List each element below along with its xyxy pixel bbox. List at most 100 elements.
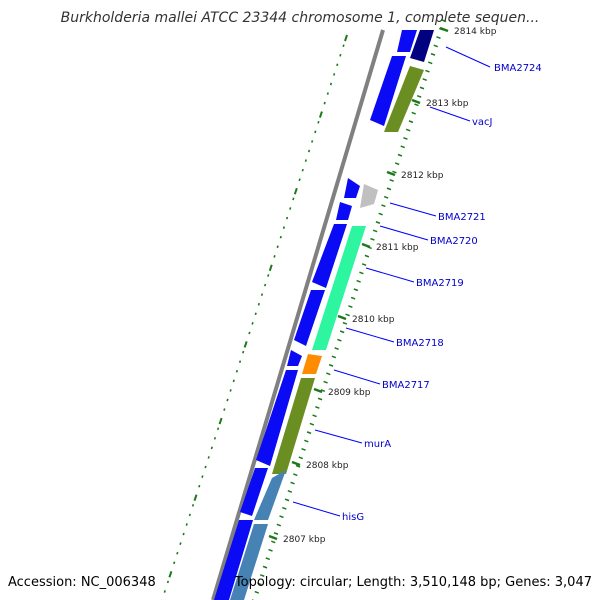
gene-arrow[interactable] bbox=[240, 468, 268, 516]
minor-tick bbox=[408, 120, 414, 124]
ring-dot bbox=[207, 456, 210, 459]
ring-dot bbox=[185, 523, 188, 526]
minor-tick bbox=[378, 212, 383, 216]
gene-label[interactable]: BMA2721 bbox=[438, 212, 486, 223]
minor-tick bbox=[364, 254, 370, 258]
map-title: Burkholderia mallei ATCC 23344 chromosom… bbox=[60, 10, 540, 26]
gene-arrow[interactable] bbox=[312, 226, 366, 350]
major-tick bbox=[313, 387, 323, 394]
major-tick bbox=[268, 534, 278, 541]
minor-tick bbox=[268, 548, 273, 552]
gene-arrow[interactable] bbox=[336, 202, 352, 220]
ring-dot bbox=[173, 561, 176, 565]
ring-dot bbox=[336, 63, 339, 67]
tick-label: 2814 kbp bbox=[454, 27, 497, 37]
tick-label: 2807 kbp bbox=[283, 535, 326, 545]
ring-dot bbox=[218, 417, 223, 425]
gene-arrow[interactable] bbox=[344, 178, 360, 198]
gene-arrow[interactable] bbox=[370, 56, 406, 126]
ring-dot bbox=[210, 446, 213, 450]
gene-label[interactable]: BMA2720 bbox=[430, 236, 478, 247]
gene-arrow[interactable] bbox=[302, 354, 322, 374]
ring-dot bbox=[260, 293, 264, 297]
ring-dot bbox=[204, 465, 207, 469]
ring-dot bbox=[201, 475, 204, 478]
minor-tick bbox=[427, 61, 433, 65]
gene-label[interactable]: vacJ bbox=[472, 117, 493, 128]
gene-arrow[interactable] bbox=[254, 470, 286, 520]
ring-dot bbox=[216, 427, 220, 431]
gene-arrow[interactable] bbox=[214, 520, 253, 600]
minor-tick bbox=[411, 111, 416, 115]
gene-arrow[interactable] bbox=[312, 224, 347, 288]
tick-label: 2808 kbp bbox=[306, 461, 349, 471]
ring-dot bbox=[226, 398, 229, 402]
minor-tick bbox=[350, 296, 356, 300]
ring-dot bbox=[243, 341, 248, 348]
gene-label[interactable]: BMA2719 bbox=[416, 278, 464, 289]
minor-tick bbox=[345, 313, 350, 317]
gene-label[interactable]: BMA2724 bbox=[494, 63, 542, 74]
ring-dot bbox=[304, 159, 307, 162]
ring-dot bbox=[326, 92, 329, 95]
minor-tick bbox=[433, 44, 439, 48]
gene-arrow[interactable] bbox=[360, 184, 378, 208]
ring-dot bbox=[182, 532, 185, 536]
minor-tick bbox=[414, 103, 419, 107]
gene-label[interactable]: murA bbox=[364, 439, 391, 450]
gene-label[interactable]: BMA2718 bbox=[396, 338, 444, 349]
ring-dot bbox=[329, 82, 333, 86]
scale-ticks: 2814 kbp 2813 kbp 2812 kbp 2811 kbp 2810 kbp… bbox=[252, 19, 497, 600]
ring-dot bbox=[235, 369, 239, 373]
minor-tick bbox=[392, 170, 397, 174]
ring-dot bbox=[179, 542, 182, 545]
gene-arrow[interactable] bbox=[410, 30, 434, 62]
ring-dot bbox=[163, 590, 166, 593]
gene-arrow[interactable] bbox=[230, 524, 268, 600]
minor-tick bbox=[259, 574, 265, 577]
gene-label[interactable]: hisG bbox=[342, 512, 364, 523]
minor-tick bbox=[416, 94, 422, 98]
minor-tick bbox=[298, 456, 304, 460]
minor-tick bbox=[304, 439, 309, 443]
gene-arrow[interactable] bbox=[294, 290, 325, 346]
ring-dot bbox=[317, 120, 320, 124]
ring-dot bbox=[238, 360, 242, 364]
minor-tick bbox=[359, 271, 364, 275]
label-leader-line bbox=[345, 327, 395, 343]
gene-arrow[interactable] bbox=[287, 350, 302, 366]
major-tick bbox=[337, 314, 347, 321]
gene-arrow[interactable] bbox=[256, 370, 298, 466]
ring-dot bbox=[268, 264, 273, 272]
major-tick bbox=[361, 242, 371, 249]
label-leader-line bbox=[365, 267, 415, 283]
major-tick bbox=[411, 98, 421, 105]
gene-arrow[interactable] bbox=[384, 66, 424, 132]
minor-tick bbox=[334, 347, 339, 351]
minor-tick bbox=[419, 86, 425, 90]
gene-arrow[interactable] bbox=[272, 378, 315, 474]
major-tick bbox=[386, 170, 396, 177]
minor-tick bbox=[425, 69, 430, 73]
ring-dot bbox=[248, 331, 251, 335]
ring-dot bbox=[339, 53, 342, 57]
minor-tick bbox=[422, 78, 427, 82]
minor-tick bbox=[356, 279, 361, 283]
gene-arrow[interactable] bbox=[397, 30, 417, 52]
minor-tick bbox=[381, 204, 386, 208]
minor-tick bbox=[290, 481, 295, 485]
ring-dot bbox=[307, 149, 311, 153]
minor-tick bbox=[309, 422, 315, 426]
minor-tick bbox=[430, 52, 436, 56]
ring-dot bbox=[229, 389, 232, 392]
minor-tick bbox=[372, 229, 378, 233]
ring-dot bbox=[198, 484, 201, 488]
minor-tick bbox=[254, 590, 260, 594]
ring-dot bbox=[242, 350, 245, 354]
minor-tick bbox=[405, 128, 411, 132]
minor-tick bbox=[262, 565, 268, 569]
gene-label[interactable]: BMA2717 bbox=[382, 380, 430, 391]
ring-dot bbox=[188, 513, 191, 517]
gene-features bbox=[214, 30, 434, 600]
minor-tick bbox=[348, 305, 353, 308]
